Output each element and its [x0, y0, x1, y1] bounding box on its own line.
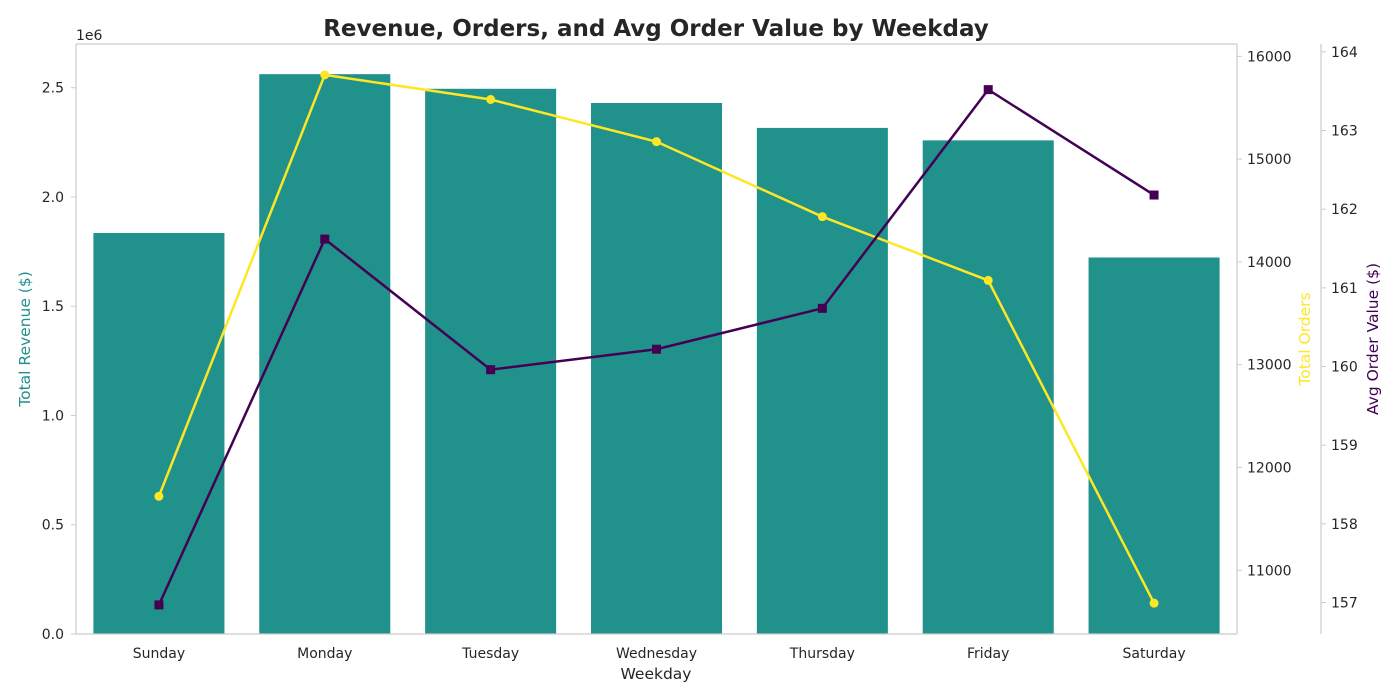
revenue-bar: [922, 140, 1054, 634]
orders-point: [817, 212, 827, 222]
aov-point: [983, 85, 993, 95]
orders-point: [1149, 598, 1159, 608]
x-tick-label: Tuesday: [461, 646, 519, 662]
revenue-bar: [756, 127, 888, 635]
left-tick-label: 1.0: [42, 408, 64, 424]
x-tick-label: Saturday: [1123, 646, 1186, 662]
right-axis-orders-label: Total Orders: [1296, 292, 1314, 386]
left-axis-label: Total Revenue ($): [16, 271, 34, 408]
orders-point: [486, 95, 496, 105]
aov-tick-label: 161: [1331, 281, 1358, 297]
aov-tick-label: 163: [1331, 124, 1358, 140]
plot-area: Sunday Monday Tuesday Wednesday Thursday Frid…: [42, 43, 1358, 662]
revenue-bar: [590, 103, 723, 634]
revenue-bar: [259, 74, 391, 634]
aov-point: [652, 344, 661, 354]
aov-tick-label: 160: [1331, 360, 1358, 376]
aov-tick-label: 157: [1331, 596, 1358, 612]
left-tick-label: 0.5: [42, 518, 64, 534]
left-axis-offset-text: 1e6: [76, 28, 103, 44]
revenue-bar: [1088, 257, 1220, 634]
left-tick-label: 1.5: [42, 299, 64, 315]
orders-point: [154, 491, 164, 501]
aov-point: [1149, 190, 1159, 200]
orders-tick-label: 14000: [1247, 255, 1292, 271]
x-tick-label: Wednesday: [616, 646, 697, 662]
orders-tick-label: 13000: [1247, 358, 1292, 374]
x-tick-label: Friday: [967, 646, 1009, 662]
x-axis-label: Weekday: [621, 665, 692, 683]
orders-tick-label: 16000: [1247, 49, 1292, 65]
x-tick-label: Monday: [297, 646, 352, 662]
orders-point: [983, 275, 993, 285]
aov-point: [486, 365, 496, 375]
aov-tick-label: 158: [1331, 517, 1358, 533]
aov-tick-label: 159: [1331, 438, 1358, 454]
right-axis-aov-label: Avg Order Value ($): [1364, 263, 1382, 415]
orders-point: [652, 137, 661, 147]
aov-point: [154, 600, 164, 610]
revenue-bar: [425, 88, 557, 635]
orders-point: [320, 70, 330, 80]
chart-title: Revenue, Orders, and Avg Order Value by …: [323, 16, 989, 42]
aov-tick-label: 162: [1331, 202, 1358, 218]
orders-tick-label: 12000: [1247, 460, 1292, 476]
orders-tick-label: 15000: [1247, 152, 1292, 168]
aov-point: [320, 234, 330, 244]
aov-tick-label: 164: [1331, 45, 1358, 61]
revenue-bar: [93, 233, 225, 634]
left-tick-label: 0.0: [42, 627, 64, 643]
orders-tick-label: 11000: [1247, 563, 1292, 579]
aov-point: [817, 303, 827, 313]
x-tick-label: Sunday: [133, 646, 185, 662]
left-tick-label: 2.5: [42, 81, 64, 97]
x-tick-label: Thursday: [789, 646, 855, 662]
left-tick-label: 2.0: [42, 190, 64, 206]
